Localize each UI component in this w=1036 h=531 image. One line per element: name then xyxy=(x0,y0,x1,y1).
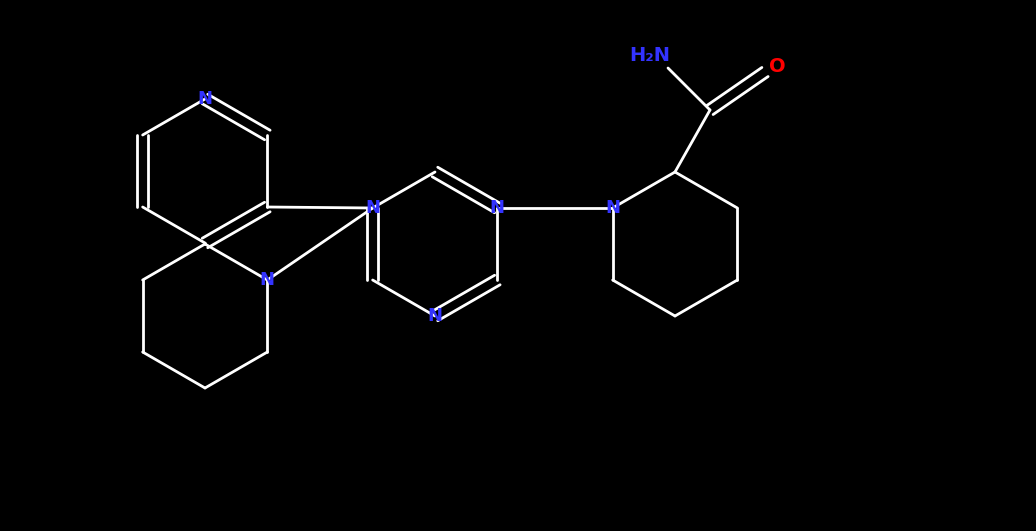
Text: N: N xyxy=(490,199,505,217)
Text: N: N xyxy=(198,90,212,108)
Text: H₂N: H₂N xyxy=(630,47,670,65)
Text: N: N xyxy=(605,199,621,217)
Text: N: N xyxy=(260,271,275,289)
Text: O: O xyxy=(769,57,785,76)
Text: N: N xyxy=(365,199,380,217)
Text: N: N xyxy=(428,307,442,325)
